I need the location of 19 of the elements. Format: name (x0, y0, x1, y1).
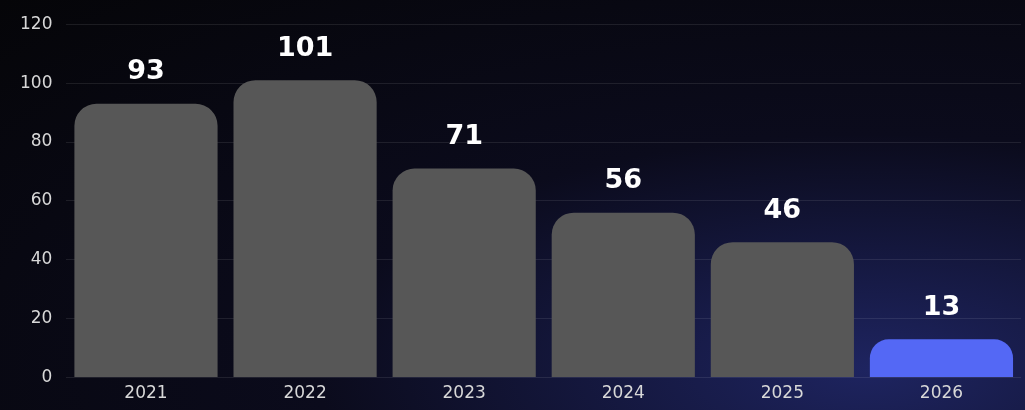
x-tick-label: 2023 (442, 382, 486, 403)
x-tick-label: 2025 (760, 382, 804, 403)
data-label: 71 (445, 119, 483, 151)
data-label: 56 (604, 163, 643, 195)
y-tick-label: 100 (19, 71, 53, 92)
y-tick-label: 80 (30, 130, 53, 151)
y-tick-label: 0 (41, 366, 53, 387)
x-tick-label: 2021 (124, 382, 168, 403)
x-tick-label: 2026 (919, 382, 964, 403)
x-tick-label: 2022 (283, 382, 327, 403)
y-tick-label: 60 (30, 189, 53, 210)
x-tick-label: 2024 (601, 382, 645, 403)
data-label: 93 (127, 54, 165, 86)
data-label: 13 (922, 289, 961, 321)
y-tick-label: 20 (30, 307, 53, 328)
y-tick-label: 40 (30, 248, 53, 269)
y-tick-label: 120 (19, 12, 53, 33)
data-label: 46 (763, 192, 802, 224)
data-label: 101 (276, 30, 334, 62)
